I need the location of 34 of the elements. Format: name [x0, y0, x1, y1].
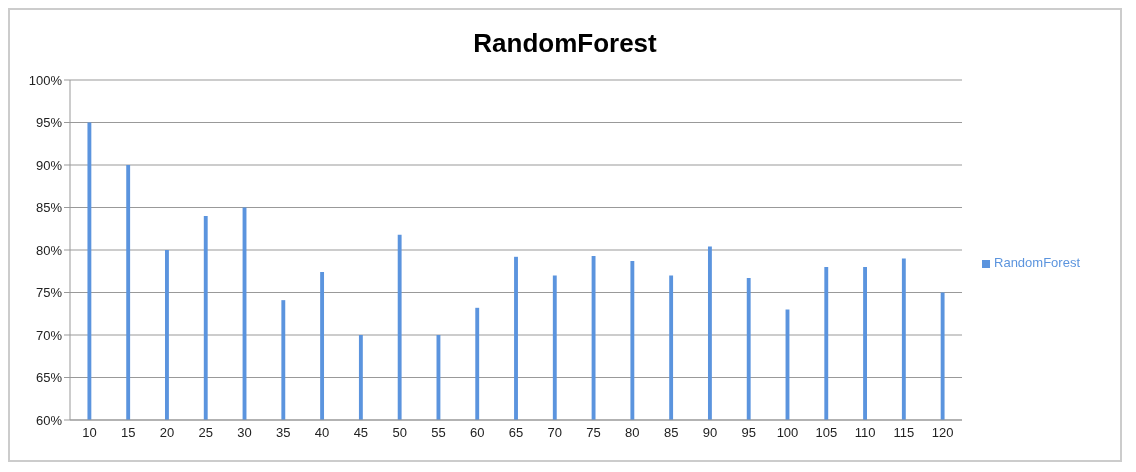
y-tick-label: 100%: [28, 72, 63, 88]
x-tick-label: 70: [547, 425, 563, 441]
x-tick-label: 115: [893, 425, 915, 441]
x-tick-label: 35: [276, 425, 291, 441]
x-tick-label: 120: [931, 425, 954, 441]
x-tick-label: 55: [431, 425, 446, 441]
x-tick-label: 65: [508, 425, 524, 441]
x-tick-label: 110: [854, 425, 876, 441]
x-tick-label: 105: [815, 425, 838, 441]
y-tick-label: 60%: [35, 412, 63, 428]
x-tick-label: 100: [776, 425, 799, 441]
x-tick-label: 75: [586, 425, 601, 441]
x-tick-label: 80: [625, 425, 640, 441]
legend-label: RandomForest: [994, 255, 1080, 270]
x-tick-label: 15: [120, 425, 136, 441]
x-tick-label: 95: [741, 425, 756, 441]
y-tick-label: 70%: [35, 327, 63, 343]
y-tick-label: 85%: [35, 200, 63, 216]
x-tick-label: 40: [314, 425, 330, 441]
y-tick-label: 80%: [35, 242, 63, 258]
y-tick-label: 90%: [35, 157, 63, 173]
chart-title: RandomForest: [472, 27, 658, 60]
x-tick-label: 50: [392, 425, 407, 441]
y-tick-label: 95%: [35, 115, 63, 131]
x-tick-label: 45: [353, 425, 369, 441]
x-tick-label: 30: [237, 425, 252, 441]
y-tick-label: 75%: [35, 285, 63, 301]
x-tick-label: 10: [82, 425, 97, 441]
x-tick-label: 60: [469, 425, 485, 441]
y-tick-label: 65%: [35, 370, 63, 386]
x-tick-label: 20: [159, 425, 175, 441]
x-tick-label: 25: [198, 425, 213, 441]
x-tick-label: 85: [663, 425, 679, 441]
x-tick-label: 90: [702, 425, 718, 441]
